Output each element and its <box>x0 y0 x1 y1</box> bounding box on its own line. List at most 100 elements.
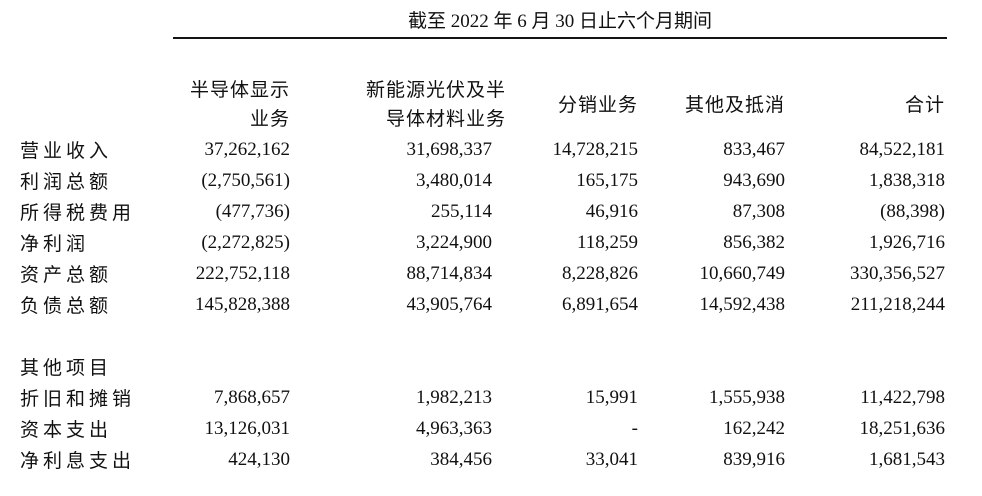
cell-pv-semiconductor-materials: 4,963,363 <box>416 417 492 439</box>
cell-pad <box>945 258 982 289</box>
cell-others-elimination: 943,690 <box>723 169 785 191</box>
cell-total: 330,356,527 <box>850 262 945 284</box>
cell-semiconductor-display: (2,272,825) <box>201 231 290 253</box>
cell-distribution: 6,891,654 <box>562 293 638 315</box>
cell-others-elimination: 14,592,438 <box>699 293 786 315</box>
row-label <box>0 320 175 351</box>
cell-distribution: 8,228,826 <box>562 262 638 284</box>
cell-pad <box>945 134 982 165</box>
cell-pv-semiconductor-materials: 255,114 <box>430 200 492 222</box>
column-header-pad <box>945 76 982 134</box>
row-label: 净利润 <box>20 234 90 255</box>
column-header-line: 半导体显示 <box>189 80 290 101</box>
column-header-row: 半导体显示 业务 新能源光伏及半 导体材料业务 分销业务 其他及抵消 合计 <box>0 76 982 134</box>
cell-others-elimination: 87,308 <box>732 200 785 222</box>
column-header-line-group: 新能源光伏及半 导体材料业务 <box>366 76 506 134</box>
row-label: 折旧和摊销 <box>20 389 136 410</box>
cell-distribution: - <box>631 417 638 439</box>
cell-semiconductor-display: 145,828,388 <box>195 293 290 315</box>
table-row: 资本支出 13,126,031 4,963,363 - 162,242 18,2… <box>0 413 982 444</box>
cell-semiconductor-display: (2,750,561) <box>201 169 290 191</box>
cell-pad <box>945 196 982 227</box>
cell-distribution: 14,728,215 <box>552 138 639 160</box>
row-label: 资本支出 <box>20 420 113 441</box>
cell-pv-semiconductor-materials: 43,905,764 <box>406 293 493 315</box>
cell-pad <box>945 413 982 444</box>
cell-distribution: 165,175 <box>576 169 638 191</box>
cell-others-elimination: 839,916 <box>723 448 785 470</box>
cell-semiconductor-display: (477,736) <box>215 200 290 222</box>
cell-total <box>785 320 945 351</box>
table-row: 营业收入 37,262,162 31,698,337 14,728,215 83… <box>0 134 982 165</box>
segment-data-table: 半导体显示 业务 新能源光伏及半 导体材料业务 分销业务 其他及抵消 合计 营业… <box>0 76 982 475</box>
cell-distribution <box>492 320 638 351</box>
table-row: 净利润 (2,272,825) 3,224,900 118,259 856,38… <box>0 227 982 258</box>
cell-semiconductor-display <box>175 351 290 382</box>
cell-pv-semiconductor-materials: 3,224,900 <box>416 231 492 253</box>
title-underline-rule <box>173 37 947 39</box>
cell-others-elimination: 833,467 <box>723 138 785 160</box>
table-body: 营业收入 37,262,162 31,698,337 14,728,215 83… <box>0 134 982 475</box>
cell-others-elimination <box>638 351 785 382</box>
cell-total: 211,218,244 <box>850 293 945 315</box>
cell-pv-semiconductor-materials: 384,456 <box>430 448 492 470</box>
row-label: 营业收入 <box>20 141 113 162</box>
column-header-line: 业务 <box>249 109 290 130</box>
column-header-others-elimination: 其他及抵消 <box>684 94 785 116</box>
cell-semiconductor-display: 222,752,118 <box>195 262 290 284</box>
table-row: 资产总额 222,752,118 88,714,834 8,228,826 10… <box>0 258 982 289</box>
cell-semiconductor-display: 424,130 <box>228 448 290 470</box>
column-header-distribution: 分销业务 <box>557 94 638 116</box>
column-header-line: 导体材料业务 <box>385 109 506 130</box>
table-row: 利润总额 (2,750,561) 3,480,014 165,175 943,6… <box>0 165 982 196</box>
cell-others-elimination: 1,555,938 <box>709 386 785 408</box>
cell-total: 84,522,181 <box>859 138 946 160</box>
cell-total: 1,926,716 <box>869 231 945 253</box>
cell-others-elimination: 856,382 <box>723 231 785 253</box>
row-label: 利润总额 <box>20 172 113 193</box>
row-label: 所得税费用 <box>20 203 136 224</box>
cell-semiconductor-display: 7,868,657 <box>214 386 290 408</box>
cell-pv-semiconductor-materials: 88,714,834 <box>406 262 493 284</box>
cell-total: (88,398) <box>880 200 945 222</box>
column-header-semiconductor-display: 半导体显示 业务 <box>175 76 290 134</box>
table-row: 所得税费用 (477,736) 255,114 46,916 87,308 (8… <box>0 196 982 227</box>
cell-pv-semiconductor-materials <box>290 351 492 382</box>
table-row: 净利息支出 424,130 384,456 33,041 839,916 1,6… <box>0 444 982 475</box>
cell-pv-semiconductor-materials: 31,698,337 <box>406 138 493 160</box>
column-header-empty <box>0 76 175 134</box>
cell-pad <box>945 227 982 258</box>
cell-pad <box>945 382 982 413</box>
cell-distribution: 15,991 <box>585 386 638 408</box>
cell-distribution: 118,259 <box>576 231 638 253</box>
cell-distribution: 46,916 <box>585 200 638 222</box>
column-header-line: 新能源光伏及半 <box>365 80 506 101</box>
cell-others-elimination <box>638 320 785 351</box>
cell-distribution <box>492 351 638 382</box>
period-title: 截至 2022 年 6 月 30 日止六个月期间 <box>407 11 712 32</box>
cell-pad <box>945 289 982 320</box>
cell-total: 1,838,318 <box>869 169 945 191</box>
cell-total: 11,422,798 <box>860 386 945 408</box>
cell-pv-semiconductor-materials <box>290 320 492 351</box>
table-title-block: 截至 2022 年 6 月 30 日止六个月期间 <box>173 0 947 39</box>
cell-total: 18,251,636 <box>859 417 946 439</box>
cell-total <box>785 351 945 382</box>
row-label: 负债总额 <box>20 296 113 317</box>
column-header-pv-semiconductor-materials: 新能源光伏及半 导体材料业务 <box>290 76 505 134</box>
cell-semiconductor-display: 37,262,162 <box>204 138 291 160</box>
cell-semiconductor-display <box>175 320 290 351</box>
row-label: 资产总额 <box>20 265 113 286</box>
cell-total: 1,681,543 <box>869 448 945 470</box>
cell-others-elimination: 10,660,749 <box>699 262 786 284</box>
table-row <box>0 320 982 351</box>
cell-others-elimination: 162,242 <box>723 417 785 439</box>
cell-pv-semiconductor-materials: 1,982,213 <box>416 386 492 408</box>
cell-distribution: 33,041 <box>585 448 638 470</box>
cell-pad <box>945 165 982 196</box>
cell-pad <box>945 320 982 351</box>
row-label: 净利息支出 <box>20 451 136 472</box>
row-label: 其他项目 <box>20 358 113 379</box>
table-row: 折旧和摊销 7,868,657 1,982,213 15,991 1,555,9… <box>0 382 982 413</box>
